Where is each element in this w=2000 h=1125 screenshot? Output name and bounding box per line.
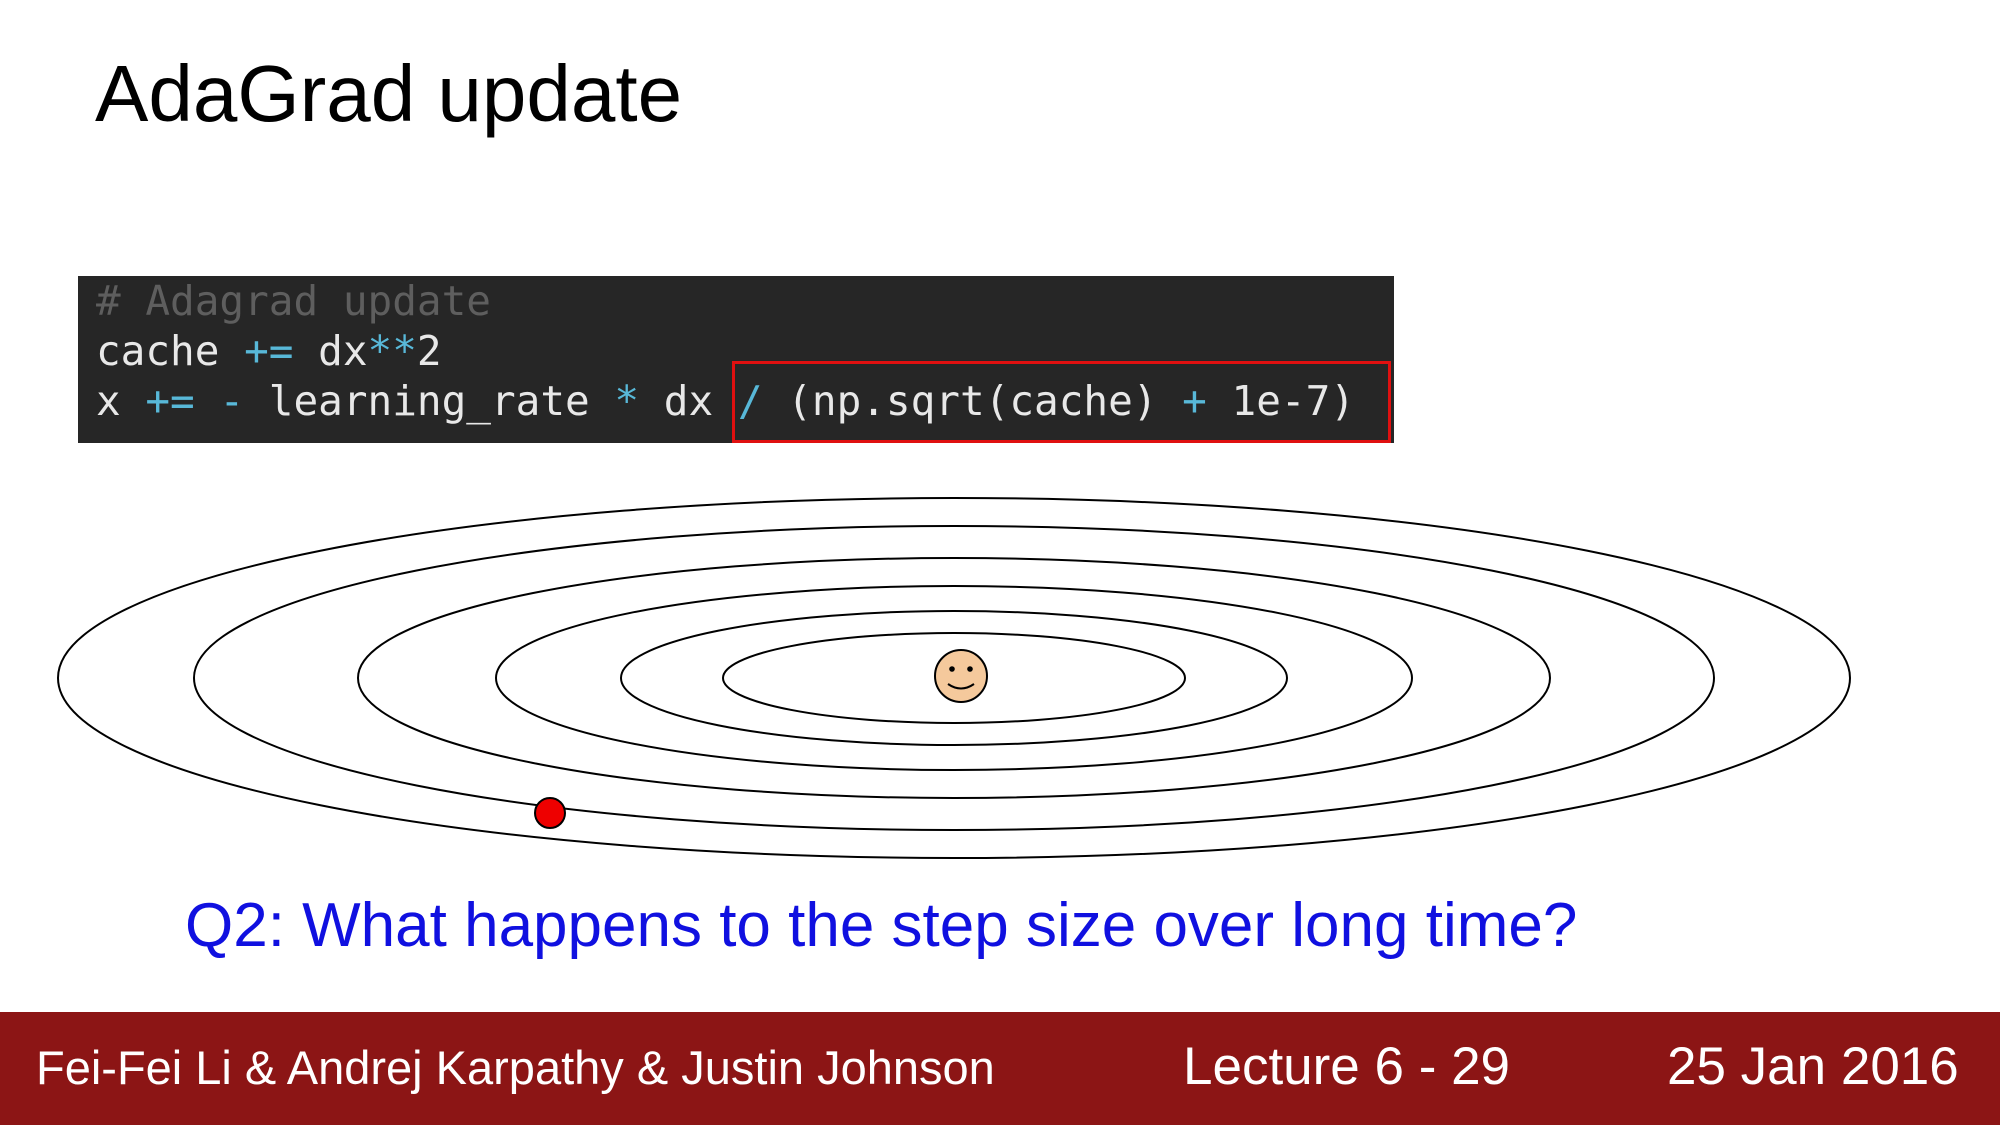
contour-ellipse <box>722 632 1186 724</box>
contour-ellipse <box>495 585 1413 771</box>
footer-authors: Fei-Fei Li & Andrej Karpathy & Justin Jo… <box>36 1041 995 1094</box>
code-token: 2 <box>416 327 442 375</box>
code-operator: / <box>737 377 763 425</box>
contour-ellipse <box>620 610 1288 746</box>
code-comment: # Adagrad update <box>96 277 491 325</box>
code-token: learning_rate <box>244 377 615 425</box>
smiley-face-icon <box>934 649 988 703</box>
code-token: 1e-7) <box>1206 377 1355 425</box>
footer-date: 25 Jan 2016 <box>1667 1037 1959 1096</box>
contour-ellipse <box>57 497 1851 859</box>
code-operator: + <box>1182 377 1207 425</box>
code-operator: * <box>614 377 640 425</box>
contour-ellipse <box>193 525 1715 831</box>
code-token: (np.sqrt(cache) <box>762 377 1183 425</box>
code-operator: += <box>145 377 195 425</box>
question-text: Q2: What happens to the step size over l… <box>185 891 1578 960</box>
code-line-update: x += - learning_rate * dx / (np.sqrt(cac… <box>96 376 1355 426</box>
highlight-box <box>732 361 1391 443</box>
code-token: cache <box>96 327 245 375</box>
code-operator: - <box>219 377 245 425</box>
code-operator: ** <box>367 327 417 375</box>
footer-bar: Fei-Fei Li & Andrej Karpathy & Justin Jo… <box>0 1012 2000 1125</box>
code-token: dx <box>639 377 738 425</box>
footer-lecture: Lecture 6 - 29 <box>1183 1037 1511 1096</box>
code-line-comment: # Adagrad update <box>96 276 491 326</box>
contour-ellipse <box>357 557 1551 799</box>
code-token: dx <box>293 327 368 375</box>
code-block: # Adagrad update cache += dx**2 x += - l… <box>78 276 1394 443</box>
slide-title: AdaGrad update <box>95 49 683 138</box>
code-operator: += <box>244 327 294 375</box>
current-position-dot <box>534 797 566 829</box>
code-line-cache: cache += dx**2 <box>96 326 442 376</box>
code-token: x <box>96 377 146 425</box>
